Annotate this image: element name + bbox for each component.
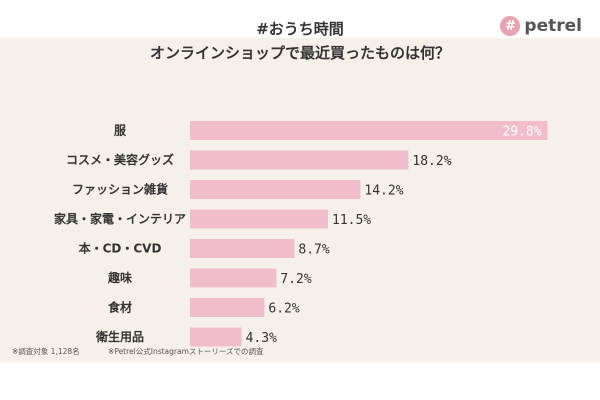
chart-panel <box>0 38 600 362</box>
category-label: 家具・家電・インテリア <box>54 211 186 226</box>
value-label: 18.2% <box>412 154 451 169</box>
footnote-source: ※Petrel公式Instagramストーリーズでの調査 <box>108 347 264 356</box>
value-label: 29.8% <box>502 125 541 140</box>
category-label: 食材 <box>107 300 132 315</box>
value-label: 7.2% <box>280 272 311 287</box>
category-label: 服 <box>114 123 127 138</box>
hash-badge-icon: # <box>500 16 521 36</box>
category-label: 衛生用品 <box>95 329 144 344</box>
category-label: ファッション雑貨 <box>72 182 168 197</box>
bar <box>190 327 242 347</box>
value-label: 8.7% <box>298 243 329 258</box>
brand-logo: # petrel <box>500 16 582 36</box>
value-label: 6.2% <box>268 302 299 317</box>
footnote-respondents: ※調査対象 1,128名 <box>12 347 80 356</box>
category-label: 趣味 <box>107 270 132 285</box>
value-label: 14.2% <box>364 184 403 199</box>
category-label: 本・CD・CVD <box>79 241 162 256</box>
bar <box>190 209 328 229</box>
value-label: 11.5% <box>332 213 371 228</box>
footnote: ※調査対象 1,128名 ※Petrel公式Instagramストーリーズでの調… <box>12 346 290 357</box>
bar <box>190 180 361 199</box>
bar <box>190 239 295 258</box>
bar <box>190 268 277 288</box>
value-label: 4.3% <box>246 331 277 346</box>
chart-title-hashtag: #おうち時間 <box>256 20 344 38</box>
bar <box>190 121 548 140</box>
category-label: コスメ・美容グッズ <box>66 152 174 167</box>
chart-title: オンラインショップで最近買ったものは何？ <box>149 44 450 62</box>
bar <box>190 298 265 317</box>
bar <box>190 150 409 170</box>
logo-text: petrel <box>524 16 582 36</box>
